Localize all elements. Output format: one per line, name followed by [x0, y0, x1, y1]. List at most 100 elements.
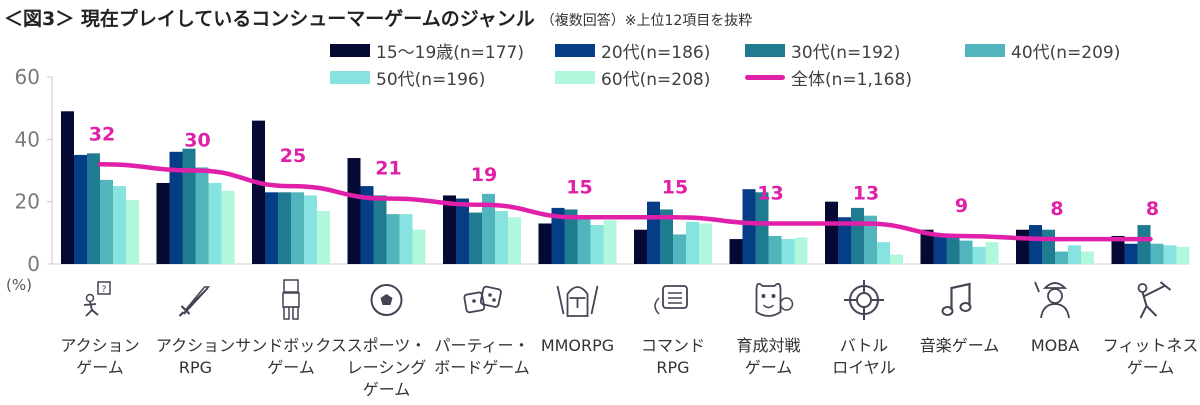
bar: [890, 254, 903, 264]
sword-icon: [178, 286, 211, 317]
music-note-icon: [941, 282, 972, 316]
subtitle-text: （複数回答）※上位12項目を抜粋: [540, 13, 753, 29]
category-label: RPG: [656, 358, 689, 377]
legend-swatch: [745, 44, 785, 57]
bar: [794, 237, 808, 264]
legend-label: 全体(n=1,168): [791, 70, 912, 90]
category-label: ゲーム: [76, 358, 124, 377]
category-label: 音楽ゲーム: [920, 336, 1000, 355]
bar: [660, 209, 673, 264]
bar: [603, 220, 617, 264]
bar: [61, 111, 74, 265]
bar: [360, 186, 374, 264]
data-label: 8: [1050, 198, 1063, 220]
bar: [347, 158, 361, 264]
bar: [985, 242, 999, 264]
bar: [195, 167, 209, 264]
category-label: MOBA: [1031, 336, 1079, 355]
legend-swatch: [330, 44, 370, 57]
legend-item: 20代(n=186): [555, 38, 710, 63]
chart-title: ＜図3＞ 現在プレイしているコンシューマーゲームのジャンル （複数回答）※上位12…: [4, 4, 752, 31]
legend-swatch: [330, 71, 370, 84]
bar: [933, 235, 947, 264]
data-label: 19: [471, 164, 497, 186]
legend-swatch: [965, 44, 1005, 57]
bar: [156, 182, 170, 264]
bar: [456, 198, 469, 264]
bar: [1055, 251, 1068, 264]
block-figure-icon: [282, 279, 300, 320]
bar: [729, 239, 743, 264]
bar: [304, 195, 317, 264]
bar: [265, 192, 278, 264]
category-label: アクション: [156, 336, 235, 355]
bar: [182, 148, 196, 264]
category-label: フィットネス: [1103, 336, 1199, 355]
legend-item: 30代(n=192): [745, 38, 900, 63]
bar: [252, 120, 265, 264]
bar: [1029, 225, 1042, 264]
dice-icon: [463, 285, 502, 314]
bar: [673, 234, 686, 264]
category-label: アクション: [60, 336, 139, 355]
legend-label: 40代(n=209): [1011, 43, 1121, 63]
category-label: ボードゲーム: [434, 358, 530, 377]
category-label: 育成対戦: [736, 336, 800, 355]
total-line: [97, 162, 1153, 242]
bar: [495, 211, 508, 264]
category-label: ゲーム: [363, 380, 411, 399]
bar: [699, 223, 712, 264]
category-label: ロイヤル: [832, 358, 896, 377]
bar: [851, 207, 864, 264]
category-label: ゲーム: [267, 358, 315, 377]
data-label: 13: [853, 182, 879, 204]
y-tick-label: 20: [15, 190, 40, 214]
title-text: ＜図3＞ 現在プレイしているコンシューマーゲームのジャンル: [4, 8, 535, 30]
category-label: コマンド: [641, 336, 705, 355]
category-label: スポーツ・: [347, 336, 427, 355]
bar: [920, 229, 934, 264]
bar: [399, 214, 413, 264]
bar: [74, 154, 87, 264]
legend-swatch: [555, 44, 595, 57]
bar: [1124, 243, 1138, 264]
bar: [113, 186, 126, 264]
crosshair-icon: [844, 280, 884, 320]
bar: [864, 215, 877, 264]
category-label: ゲーム: [745, 358, 793, 377]
bar: [755, 192, 769, 264]
legend-label: 30代(n=192): [791, 43, 901, 63]
bar: [482, 193, 495, 264]
bar: [221, 190, 235, 264]
y-tick-label: 0: [27, 252, 40, 276]
data-label: 9: [955, 195, 968, 217]
action-game-icon: ?: [83, 281, 111, 317]
bar: [590, 225, 604, 264]
fitness-pose-icon: [1137, 281, 1172, 319]
bar: [278, 192, 291, 264]
bar: [469, 212, 482, 264]
legend-line-swatch: [745, 75, 785, 80]
y-tick-label: 40: [15, 127, 40, 151]
bar: [1137, 225, 1151, 264]
bar: [317, 211, 330, 264]
legend-item: 60代(n=208): [555, 65, 710, 90]
bar: [538, 223, 552, 264]
data-label: 8: [1146, 198, 1159, 220]
data-label: 25: [280, 145, 306, 167]
category-label: バトル: [840, 336, 888, 355]
bar: [1081, 251, 1094, 264]
legend-item-total: 全体(n=1,168): [745, 65, 912, 90]
bar: [443, 195, 456, 264]
legend-label: 50代(n=196): [376, 70, 486, 90]
category-label: MMORPG: [541, 336, 614, 355]
moba-character-icon: [1034, 281, 1070, 319]
legend-item: 15～19歳(n=177): [330, 38, 524, 63]
bar: [634, 229, 647, 264]
bar: [647, 201, 660, 264]
legend-label: 20代(n=186): [601, 43, 711, 63]
category-label: RPG: [179, 358, 212, 377]
data-label: 30: [184, 130, 210, 152]
data-label: 21: [375, 158, 401, 180]
